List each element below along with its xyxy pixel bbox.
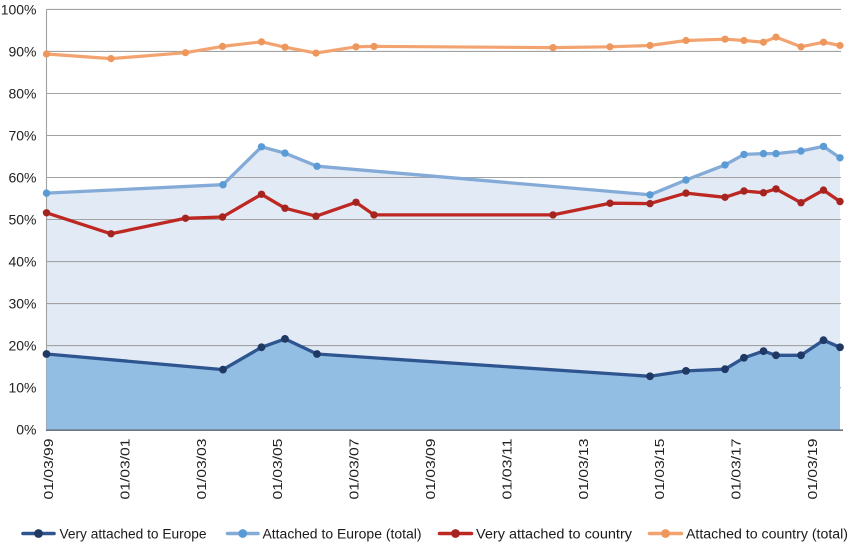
svg-text:01/03/07: 01/03/07 — [347, 439, 362, 500]
svg-text:30%: 30% — [8, 296, 36, 312]
svg-text:60%: 60% — [8, 169, 36, 185]
svg-text:Attached to Europe (total): Attached to Europe (total) — [263, 527, 422, 543]
svg-text:01/03/19: 01/03/19 — [805, 439, 820, 500]
svg-text:10%: 10% — [8, 380, 36, 396]
svg-text:01/03/99: 01/03/99 — [41, 439, 56, 500]
svg-text:01/03/11: 01/03/11 — [499, 439, 514, 500]
svg-text:100%: 100% — [1, 1, 37, 17]
svg-text:90%: 90% — [8, 43, 36, 59]
svg-text:01/03/03: 01/03/03 — [194, 439, 209, 500]
svg-text:01/03/13: 01/03/13 — [576, 439, 591, 500]
svg-text:01/03/17: 01/03/17 — [729, 439, 744, 500]
svg-text:01/03/05: 01/03/05 — [270, 439, 285, 500]
svg-text:01/03/01: 01/03/01 — [117, 439, 132, 500]
svg-text:0%: 0% — [16, 422, 36, 438]
svg-text:Very attached to country: Very attached to country — [476, 527, 633, 543]
svg-text:80%: 80% — [8, 85, 36, 101]
svg-text:Attached to country (total): Attached to country (total) — [686, 527, 848, 543]
svg-text:Very attached to Europe: Very attached to Europe — [60, 527, 207, 543]
svg-text:01/03/15: 01/03/15 — [652, 439, 667, 500]
svg-text:20%: 20% — [8, 338, 36, 354]
svg-text:40%: 40% — [8, 254, 36, 270]
svg-text:01/03/09: 01/03/09 — [423, 439, 438, 500]
svg-text:50%: 50% — [8, 211, 36, 227]
svg-text:70%: 70% — [8, 127, 36, 143]
